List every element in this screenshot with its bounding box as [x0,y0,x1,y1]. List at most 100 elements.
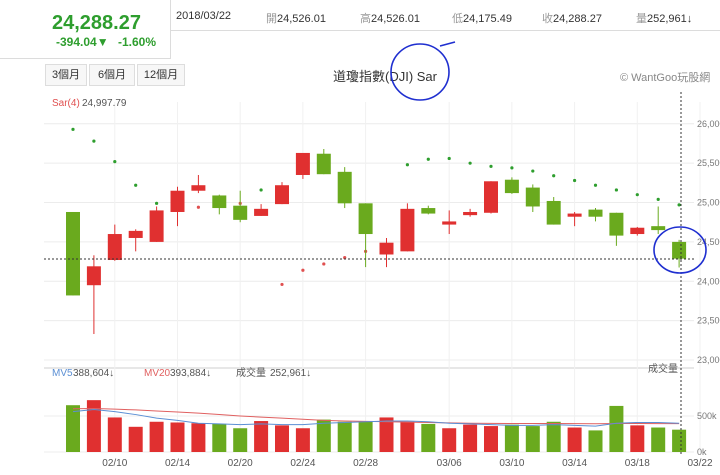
volume-value: 量252,961↓ [636,13,693,25]
mv5-line [72,409,680,427]
watermark-credit: © WantGoo玩股網 [620,72,711,84]
volume-bar [609,405,624,452]
low-value: 低24,175.49 [452,13,512,25]
range-6-months-button[interactable]: 6個月 [89,64,135,86]
price-tick-label: 25,500 [697,158,720,168]
price-tick-label: 24,500 [697,237,720,247]
price-change-percent: -1.60% [118,35,157,49]
candle-body [212,195,227,209]
volume-bar [442,428,457,452]
sar-dot [677,203,681,207]
sar-dot [155,201,159,205]
date-tick-label: 02/10 [102,458,127,469]
sar-dot [552,174,556,178]
sar-dot [92,139,96,143]
date-tick-label: 03/22 [687,458,712,469]
volume-bar [567,427,582,452]
candle-body [567,213,582,217]
candle-body [672,241,687,259]
ohlc-summary-bar: 2018/03/22 開24,526.01 高24,526.01 低24,175… [170,0,720,31]
sar-dot [343,256,347,260]
price-tick-label: 23,500 [697,316,720,326]
candle-body [316,153,331,175]
volume-tick-label: 500k [697,411,717,421]
candle-body [630,227,645,235]
candle-body [463,211,478,216]
volume-bar [212,423,227,452]
sar-dot [468,161,472,165]
candle-body [86,266,101,286]
quote-panel: 24,288.27 -394.04▼ -1.60% [0,0,171,59]
high-value: 高24,526.01 [360,13,420,25]
candle-body [170,190,185,212]
range-3-months-button[interactable]: 3個月 [45,64,87,86]
volume-bar [379,417,394,452]
range-12-months-button[interactable]: 12個月 [137,64,185,86]
candle-body [609,212,624,236]
chart-title: 道瓊指數(DJI) Sar [332,69,437,84]
price-change: -394.04▼ [56,35,109,49]
sar-dot [71,127,75,131]
volume-bar [463,424,478,452]
date-tick-label: 03/06 [437,458,462,469]
candle-body [588,209,603,217]
sar-legend-value: 24,997.79 [82,98,127,109]
sar-dot [301,268,305,272]
candle-body [66,211,80,296]
volume-legend-label: 成交量 [236,366,266,379]
volume-bar [295,428,310,452]
volume-legend-value: 252,961↓ [270,368,311,379]
candle-body [379,242,394,255]
volume-bar [149,421,164,452]
volume-bar [525,426,540,452]
candle-body [191,185,206,191]
candle-body [275,185,289,205]
volume-bar [630,425,645,452]
date-tick-label: 03/18 [625,458,650,469]
volume-bar [316,419,331,452]
volume-bar [191,423,206,452]
close-value: 收24,288.27 [542,13,602,25]
volume-bar [254,421,269,452]
sar-dot [405,163,409,167]
candle-body [484,181,498,213]
sar-dot [614,188,619,192]
volume-axis-title: 成交量 [648,362,678,375]
candle-body [149,210,164,242]
candle-body [525,187,540,207]
sar-dot [489,164,493,168]
volume-tick-label: 0k [697,447,707,457]
sar-dot [447,156,451,161]
price-tick-label: 24,000 [697,276,720,286]
open-value: 開24,526.01 [266,13,326,25]
quote-date: 2018/03/22 [176,10,232,22]
candle-body [107,234,122,261]
sar-dot [656,197,660,201]
candle-body [128,230,143,238]
volume-bar [170,422,185,452]
handwritten-circle-title [390,43,450,101]
sar-dot [510,166,514,170]
candle-body [400,208,415,252]
mv5-legend-value: 388,604↓ [73,368,114,379]
volume-bar [107,417,122,452]
sar-dot [322,262,326,266]
candle-body [358,203,373,235]
candle-body [442,221,457,225]
volume-bar [588,430,603,452]
mv20-legend-label: MV20 [144,368,171,379]
candle-body [295,152,310,175]
date-tick-label: 03/14 [562,458,587,469]
sar-dot [573,178,577,183]
sar-dot [426,157,430,161]
date-tick-label: 03/10 [499,458,524,469]
volume-bar [421,423,436,452]
price-tick-label: 25,000 [697,198,720,208]
sar-dot [196,205,200,209]
candle-body [546,200,561,225]
sar-dot [113,160,117,164]
volume-bar [128,426,143,452]
volume-bar [546,421,561,452]
sar-dot [635,193,639,197]
